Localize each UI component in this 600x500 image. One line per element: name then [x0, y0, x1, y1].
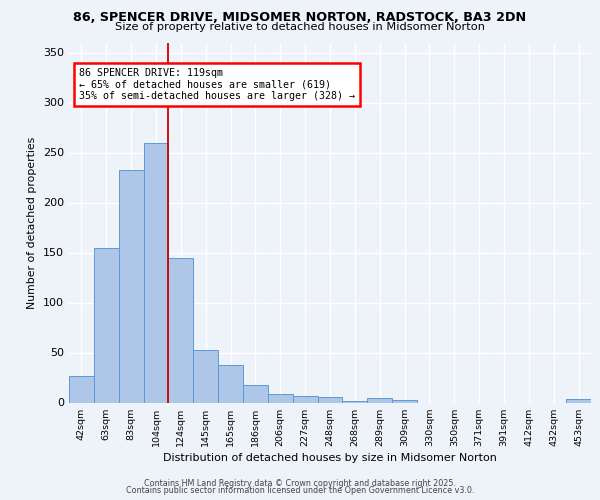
Bar — [566, 398, 591, 402]
Text: Contains public sector information licensed under the Open Government Licence v3: Contains public sector information licen… — [126, 486, 474, 495]
Bar — [119, 170, 143, 402]
Bar — [243, 384, 268, 402]
Bar — [392, 400, 417, 402]
Bar — [367, 398, 392, 402]
Text: Size of property relative to detached houses in Midsomer Norton: Size of property relative to detached ho… — [115, 22, 485, 32]
Bar — [143, 142, 169, 402]
Bar — [193, 350, 218, 403]
Text: 86 SPENCER DRIVE: 119sqm
← 65% of detached houses are smaller (619)
35% of semi-: 86 SPENCER DRIVE: 119sqm ← 65% of detach… — [79, 68, 355, 101]
Bar — [169, 258, 193, 402]
Bar — [94, 248, 119, 402]
Bar — [317, 396, 343, 402]
Bar — [293, 396, 317, 402]
X-axis label: Distribution of detached houses by size in Midsomer Norton: Distribution of detached houses by size … — [163, 453, 497, 463]
Text: Contains HM Land Registry data © Crown copyright and database right 2025.: Contains HM Land Registry data © Crown c… — [144, 478, 456, 488]
Bar — [343, 400, 367, 402]
Bar — [69, 376, 94, 402]
Text: 86, SPENCER DRIVE, MIDSOMER NORTON, RADSTOCK, BA3 2DN: 86, SPENCER DRIVE, MIDSOMER NORTON, RADS… — [73, 11, 527, 24]
Bar — [268, 394, 293, 402]
Bar — [218, 364, 243, 403]
Y-axis label: Number of detached properties: Number of detached properties — [28, 136, 37, 308]
